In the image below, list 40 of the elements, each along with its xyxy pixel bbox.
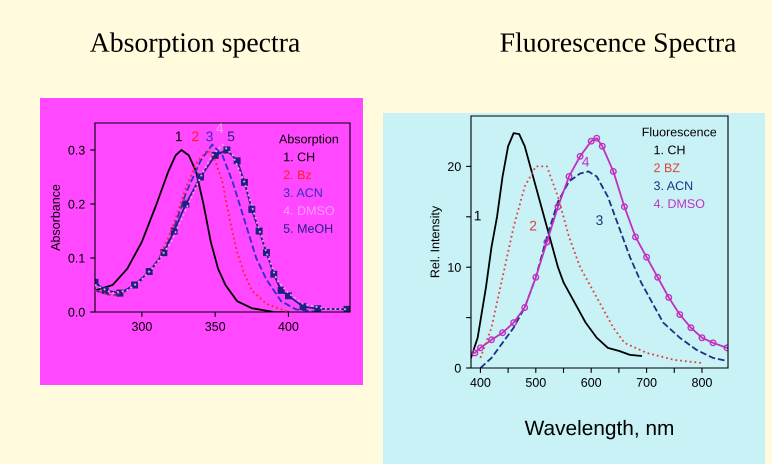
y-tick-label: 0.1 xyxy=(68,254,85,263)
x-tick-label: 800 xyxy=(692,378,712,387)
y-tick-label: 0.0 xyxy=(68,308,85,317)
annotation: 3 xyxy=(596,215,603,226)
x-tick-label: 500 xyxy=(526,378,546,387)
y-tick-label: 0.3 xyxy=(68,146,85,155)
x-tick-label: 400 xyxy=(278,322,298,331)
y-tick-label: 10 xyxy=(448,263,461,272)
y-axis-title: Rel. Intensity xyxy=(430,206,442,278)
x-tick-label: 350 xyxy=(205,322,226,331)
annotation: 2 xyxy=(192,131,199,142)
chart-title: Fluorescence Spectra xyxy=(500,32,736,58)
x-tick-label: 300 xyxy=(132,322,152,331)
y-tick-label: 0 xyxy=(454,364,461,373)
text: 4. DMSO xyxy=(654,199,704,208)
x-tick-label: 700 xyxy=(636,378,657,387)
text: 1. CH xyxy=(654,145,684,154)
annotation: 3 xyxy=(206,132,213,142)
annotation: 2 xyxy=(530,220,536,230)
y-tick-label: 0.2 xyxy=(68,200,85,209)
text: 3. ACN xyxy=(654,181,692,190)
annotation: 5 xyxy=(228,132,234,142)
legend-title: Absorption xyxy=(279,134,338,146)
x-axis-title: Wavelength, nm xyxy=(524,420,674,440)
y-axis-title: Absorbance xyxy=(50,184,60,251)
series-label: 5. MeOH xyxy=(284,224,332,233)
text: 1. CH xyxy=(284,152,314,162)
legend-title: Fluorescence xyxy=(642,127,716,136)
text: 4. DMSO xyxy=(283,206,334,216)
y-tick-label: 20 xyxy=(448,162,461,172)
x-tick-label: 600 xyxy=(581,378,602,387)
chart-title: Absorption spectra xyxy=(90,32,300,58)
annotation: 4 xyxy=(582,156,590,166)
annotation: 1 xyxy=(474,210,481,220)
x-tick-label: 400 xyxy=(470,378,490,387)
text: 3. ACN xyxy=(284,188,322,198)
text: 2 BZ xyxy=(654,163,680,172)
annotation: 4 xyxy=(216,123,224,133)
text: 2. Bz xyxy=(284,170,312,180)
annotation: 1 xyxy=(176,132,182,142)
